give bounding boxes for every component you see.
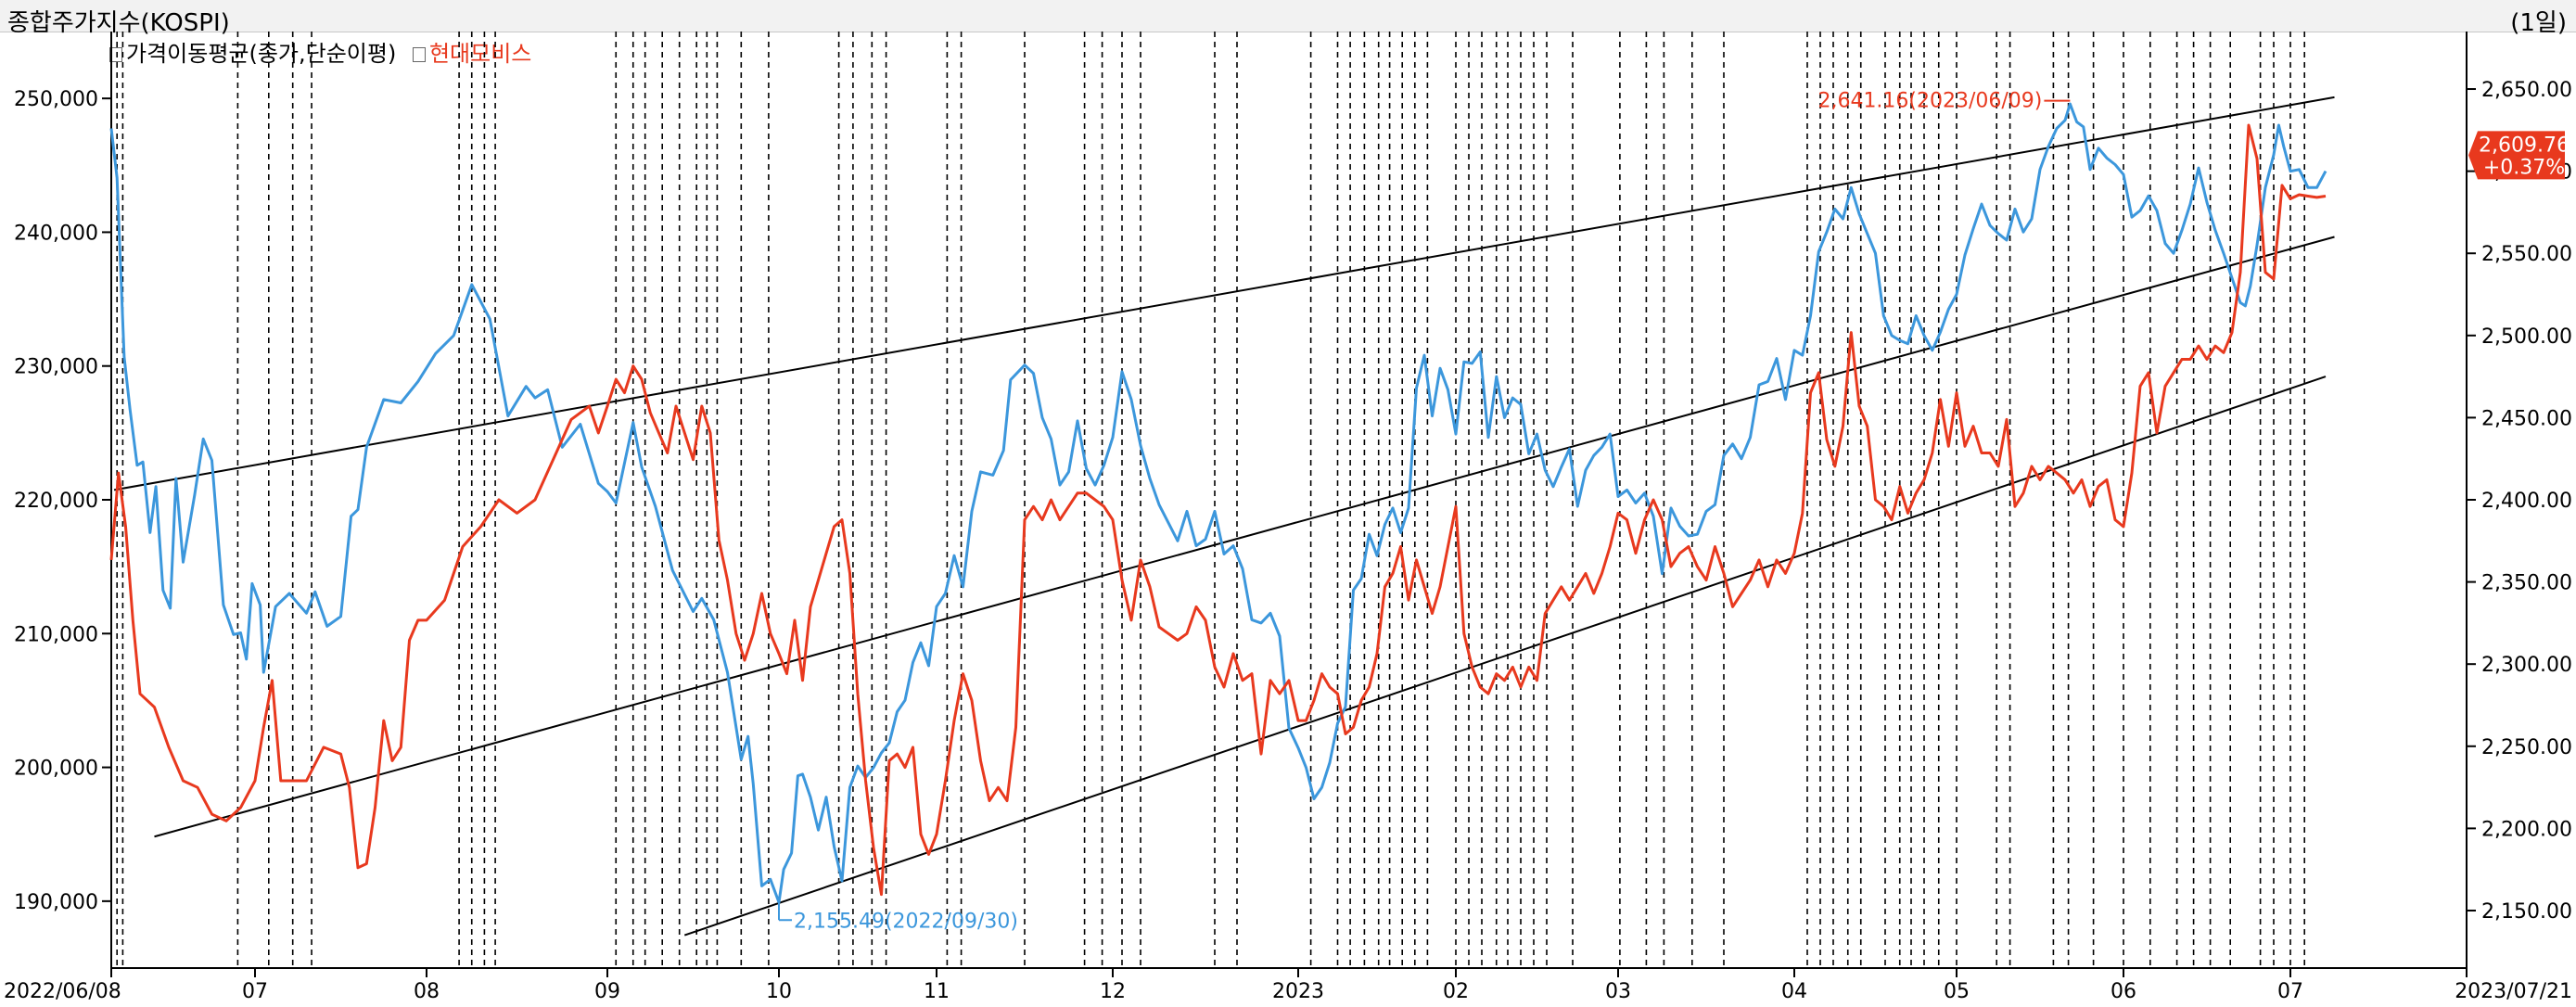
chart-title: 종합주가지수(KOSPI) xyxy=(7,9,230,37)
right-axis-ticks: 2,650.002,600.002,550.002,500.002,450.00… xyxy=(2467,79,2572,924)
event-lines xyxy=(116,32,2305,968)
x-tick-label: 08 xyxy=(414,980,440,1003)
series-lines xyxy=(109,102,2327,904)
x-tick-label: 03 xyxy=(1605,980,1631,1003)
left-tick-label: 200,000 xyxy=(14,758,98,781)
annotations: 2,641.16(2023/06/09) 2,155.49(2022/09/30… xyxy=(778,90,2071,933)
title-bar: 종합주가지수(KOSPI) (1일) xyxy=(0,0,2576,37)
right-tick-label: 2,200.00 xyxy=(2481,818,2572,841)
x-tick-label: 06 xyxy=(2111,980,2136,1003)
right-tick-label: 2,450.00 xyxy=(2481,407,2572,430)
x-tick-label: 2023 xyxy=(1272,980,1324,1003)
last-change: +0.37% xyxy=(2483,156,2565,179)
right-tick-label: 2,400.00 xyxy=(2481,490,2572,513)
x-tick-label: 2023/07/21 xyxy=(2455,980,2572,1003)
trend-lines xyxy=(113,96,2335,937)
trend-line xyxy=(154,236,2335,838)
right-tick-label: 2,150.00 xyxy=(2481,900,2572,924)
last-value: 2,609.76 xyxy=(2479,134,2570,157)
x-tick-label: 02 xyxy=(1443,980,1469,1003)
legend-checkbox-icon[interactable] xyxy=(109,47,122,62)
kospi-line xyxy=(109,102,2327,904)
left-tick-label: 240,000 xyxy=(14,222,98,245)
x-tick-label: 05 xyxy=(1944,980,1970,1003)
left-tick-label: 220,000 xyxy=(14,490,98,513)
left-tick-label: 250,000 xyxy=(14,88,98,111)
x-axis-ticks: 2022/06/08 07 08 09 10 11 12 2023 02 03 04 05 06 07 20… xyxy=(4,968,2572,1003)
legend-label-moving-average: 가격이동평균(종가,단순이평) xyxy=(126,41,397,67)
left-axis-ticks: 250,000 240,000 230,000 220,000 210,000 200,0… xyxy=(14,88,111,914)
right-tick-label: 2,300.00 xyxy=(2481,654,2572,677)
left-tick-label: 190,000 xyxy=(14,891,98,914)
x-tick-label: 09 xyxy=(594,980,620,1003)
left-tick-label: 210,000 xyxy=(14,623,98,646)
legend-item-moving-average[interactable]: 가격이동평균(종가,단순이평) xyxy=(109,41,403,67)
right-tick-label: 2,250.00 xyxy=(2481,736,2572,759)
trend-line xyxy=(113,96,2335,491)
x-tick-label: 10 xyxy=(766,980,792,1003)
x-tick-label: 11 xyxy=(924,980,950,1003)
last-value-badge-shape xyxy=(2468,131,2565,180)
right-tick-label: 2,350.00 xyxy=(2481,572,2572,595)
x-tick-label: 07 xyxy=(2277,980,2303,1003)
x-tick-label: 04 xyxy=(1781,980,1807,1003)
right-tick-label: 2,650.00 xyxy=(2481,79,2572,102)
low-annotation: 2,155.49(2022/09/30) xyxy=(794,910,1018,933)
x-tick-label: 07 xyxy=(242,980,268,1003)
x-tick-label: 12 xyxy=(1100,980,1126,1003)
last-value-badge: 2,609.76 +0.37% xyxy=(2468,131,2570,180)
legend-checkbox-icon[interactable] xyxy=(412,47,426,62)
left-tick-label: 230,000 xyxy=(14,356,98,379)
legend-label-mobis: 현대모비스 xyxy=(428,41,532,67)
legend-item-mobis[interactable]: 현대모비스 xyxy=(412,41,532,67)
mobis-line xyxy=(109,123,2327,897)
period-label[interactable]: (1일) xyxy=(2510,9,2567,37)
right-tick-label: 2,550.00 xyxy=(2481,243,2572,266)
high-annotation: 2,641.16(2023/06/09) xyxy=(1817,90,2042,113)
right-tick-label: 2,500.00 xyxy=(2481,325,2572,349)
x-tick-label: 2022/06/08 xyxy=(4,980,121,1003)
legend: 가격이동평균(종가,단순이평) 현대모비스 xyxy=(109,35,541,68)
